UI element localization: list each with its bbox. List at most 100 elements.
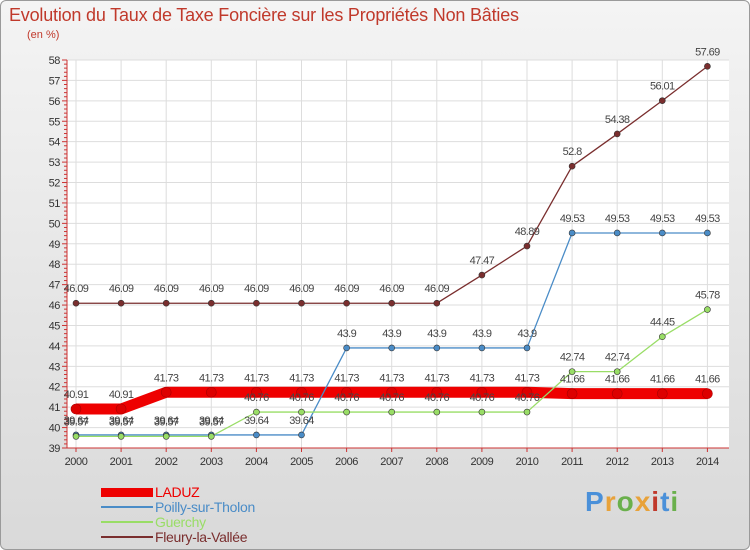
y-tick-label: 57 <box>49 75 61 87</box>
y-tick-label: 46 <box>49 300 61 312</box>
data-label: 49.53 <box>605 213 630 225</box>
data-point <box>115 403 127 415</box>
data-point <box>70 403 82 415</box>
x-tick-label: 2001 <box>110 456 133 468</box>
y-tick-label: 42 <box>49 382 61 394</box>
data-point <box>478 408 486 416</box>
y-tick-label: 40 <box>49 423 61 435</box>
data-label: 46.09 <box>244 283 269 295</box>
data-point <box>343 344 350 352</box>
data-label: 40.76 <box>244 392 269 404</box>
data-label: 41.66 <box>650 374 675 386</box>
data-label: 39.64 <box>199 415 224 427</box>
x-tick-label: 2002 <box>155 456 178 468</box>
data-point <box>253 299 260 307</box>
data-point <box>343 299 350 307</box>
data-label: 40.76 <box>289 392 314 404</box>
data-point <box>523 408 531 416</box>
data-point <box>117 299 125 307</box>
data-label: 40.91 <box>109 389 134 401</box>
data-point <box>568 368 576 375</box>
data-label: 39.64 <box>244 415 269 427</box>
data-label: 49.53 <box>650 213 675 225</box>
data-label: 45.78 <box>695 290 720 302</box>
data-label: 39.64 <box>154 415 179 427</box>
data-label: 40.76 <box>334 392 359 404</box>
x-tick-label: 2013 <box>651 456 674 468</box>
data-label: 41.73 <box>154 372 179 384</box>
x-tick-label: 2007 <box>380 456 403 468</box>
x-tick-label: 2012 <box>606 456 629 468</box>
data-label: 41.73 <box>470 372 495 384</box>
y-tick-label: 50 <box>49 218 61 230</box>
data-point <box>343 408 350 416</box>
x-tick-label: 2005 <box>290 456 313 468</box>
data-point <box>433 344 441 352</box>
data-label: 52.8 <box>563 146 582 158</box>
data-point <box>523 344 531 352</box>
data-label: 49.53 <box>560 213 585 225</box>
data-point <box>72 299 80 307</box>
y-tick-label: 43 <box>49 361 61 373</box>
data-label: 46.09 <box>379 283 404 295</box>
legend-label: LADUZ <box>155 484 200 500</box>
data-point <box>658 229 666 237</box>
data-point <box>160 386 172 398</box>
data-point <box>658 333 666 341</box>
y-tick-label: 52 <box>49 178 61 190</box>
y-tick-label: 39 <box>49 443 61 455</box>
data-label: 39.57 <box>64 416 89 428</box>
data-point <box>296 386 307 398</box>
x-tick-label: 2006 <box>335 456 358 468</box>
data-label: 41.73 <box>379 372 404 384</box>
data-label: 46.09 <box>109 283 134 295</box>
x-tick-label: 2008 <box>425 456 448 468</box>
y-tick-label: 47 <box>49 280 61 292</box>
data-label: 43.9 <box>382 328 401 340</box>
data-label: 41.73 <box>199 372 224 384</box>
data-label: 40.76 <box>470 392 495 404</box>
x-tick-label: 2011 <box>561 456 583 468</box>
data-label: 40.76 <box>425 392 450 404</box>
data-point <box>613 229 621 237</box>
data-label: 46.09 <box>154 283 179 295</box>
plot-area <box>67 60 729 448</box>
data-label: 41.73 <box>289 372 314 384</box>
data-point <box>568 229 576 237</box>
data-label: 39.57 <box>154 416 179 428</box>
x-tick-label: 2003 <box>200 456 223 468</box>
legend-swatch <box>101 488 153 497</box>
data-label: 40.91 <box>64 389 89 401</box>
data-point <box>298 431 305 439</box>
data-point <box>388 299 396 307</box>
data-label: 47.47 <box>470 255 495 267</box>
y-tick-label: 55 <box>49 116 61 128</box>
data-label: 48.89 <box>515 226 540 238</box>
x-tick-label: 2009 <box>470 456 493 468</box>
data-label: 39.64 <box>109 415 134 427</box>
data-point <box>611 388 623 399</box>
data-label: 46.09 <box>425 283 450 295</box>
data-label: 41.66 <box>695 374 720 386</box>
data-label: 41.73 <box>334 372 359 384</box>
legend-label: Poilly-sur-Tholon <box>155 499 255 515</box>
data-point <box>704 229 711 237</box>
data-point <box>341 386 352 398</box>
legend-swatch <box>101 506 153 508</box>
data-label: 43.9 <box>427 328 446 340</box>
data-point <box>658 97 666 104</box>
y-tick-label: 49 <box>49 239 61 251</box>
proxiti-logo: Proxiti <box>585 486 680 517</box>
x-tick-label: 2000 <box>65 456 88 468</box>
y-tick-label: 54 <box>49 137 61 149</box>
y-tick-label: 48 <box>49 259 61 271</box>
data-label: 43.9 <box>472 328 491 340</box>
x-tick-label: 2010 <box>516 456 539 468</box>
data-label: 41.73 <box>244 372 269 384</box>
data-point <box>117 433 125 440</box>
data-label: 46.09 <box>199 283 224 295</box>
legend-label: Fleury-la-Vallée <box>155 529 248 545</box>
data-point <box>478 344 486 352</box>
